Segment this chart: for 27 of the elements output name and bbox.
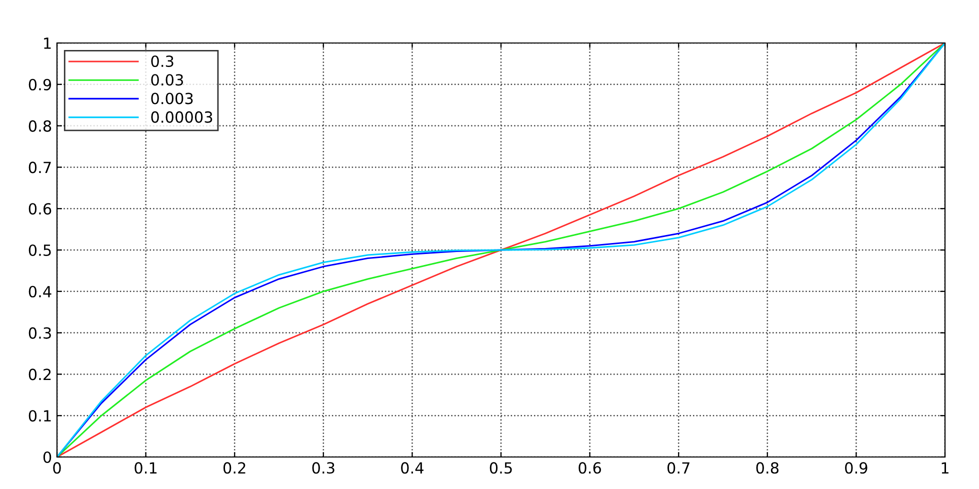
y-tick-label: 0.7: [28, 162, 51, 174]
y-tick-label: 0.5: [28, 244, 51, 256]
legend-label: 0.00003: [151, 111, 212, 123]
line-series: [57, 43, 945, 457]
x-tick-label: 0.8: [756, 462, 779, 474]
x-tick-label: 0.2: [223, 462, 246, 474]
y-tick-label: 0.3: [28, 327, 51, 339]
legend-label: 0.03: [151, 74, 183, 86]
y-tick-label: 0: [43, 451, 52, 464]
legend-label: 0.003: [151, 92, 193, 104]
x-tick-label: 0: [53, 462, 61, 474]
x-tick-label: 0.3: [312, 462, 334, 474]
x-tick-label: 0.6: [578, 462, 601, 474]
y-tick-label: 0.8: [28, 120, 52, 132]
x-tick-label: 0.4: [401, 462, 424, 474]
y-tick-label: 0.2: [28, 368, 51, 380]
legend-label: 0.3: [151, 55, 174, 68]
y-tick-label: 0.1: [28, 410, 51, 422]
x-tick-label: 0.7: [667, 462, 690, 474]
x-tick-label: 0.9: [845, 462, 868, 474]
x-tick-label: 0.5: [490, 462, 512, 474]
y-tick-label: 1: [44, 38, 51, 49]
x-tick-label: 0.1: [134, 462, 157, 474]
y-tick-label: 0.4: [28, 286, 52, 298]
y-tick-label: 0.6: [28, 203, 52, 215]
x-tick-label: 1: [942, 462, 948, 474]
y-tick-label: 0.9: [28, 78, 52, 90]
